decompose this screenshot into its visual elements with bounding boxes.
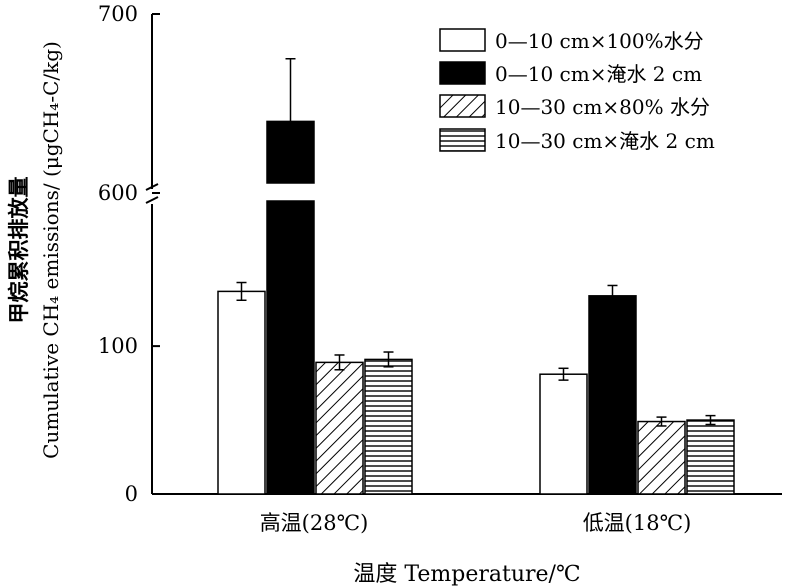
legend-swatch — [439, 61, 486, 85]
y-tick-label: 100 — [98, 334, 138, 358]
y-axis-title-cn: 甲烷累积排放量 — [6, 177, 31, 324]
y-tick-label: 600 — [98, 181, 138, 205]
legend-label: 0—10 cm×淹水 2 cm — [495, 62, 702, 86]
legend-label: 10—30 cm×80% 水分 — [495, 95, 710, 119]
bar — [266, 200, 315, 495]
bar — [217, 290, 266, 495]
bar — [266, 120, 315, 184]
legend-label: 10—30 cm×淹水 2 cm — [495, 129, 715, 153]
category-label-low: 低温(18℃) — [583, 511, 692, 535]
bar — [315, 361, 364, 495]
y-ticks: 0 100 600 700 — [98, 2, 160, 506]
legend-swatch — [439, 28, 486, 52]
bar — [539, 373, 588, 495]
bar — [364, 358, 413, 495]
y-axis-title-en: Cumulative CH₄ emissions/ (μgCH₄-C/kg) — [39, 41, 63, 459]
category-labels: 高温(28℃) 低温(18℃) — [260, 511, 692, 535]
y-tick-label: 0 — [125, 482, 138, 506]
legend: 0—10 cm×100%水分 0—10 cm×淹水 2 cm 10—30 cm×80… — [439, 28, 715, 153]
bar — [637, 420, 686, 495]
category-label-high: 高温(28℃) — [260, 511, 369, 535]
legend-label: 0—10 cm×100%水分 — [495, 29, 704, 53]
bar — [588, 295, 637, 495]
legend-swatch — [439, 94, 486, 118]
legend-swatch — [439, 128, 486, 152]
x-axis-title: 温度 Temperature/℃ — [353, 562, 580, 587]
y-tick-label: 700 — [98, 2, 138, 26]
y-axis-break-mark — [145, 183, 159, 204]
bars — [217, 58, 735, 495]
bar — [686, 419, 735, 495]
